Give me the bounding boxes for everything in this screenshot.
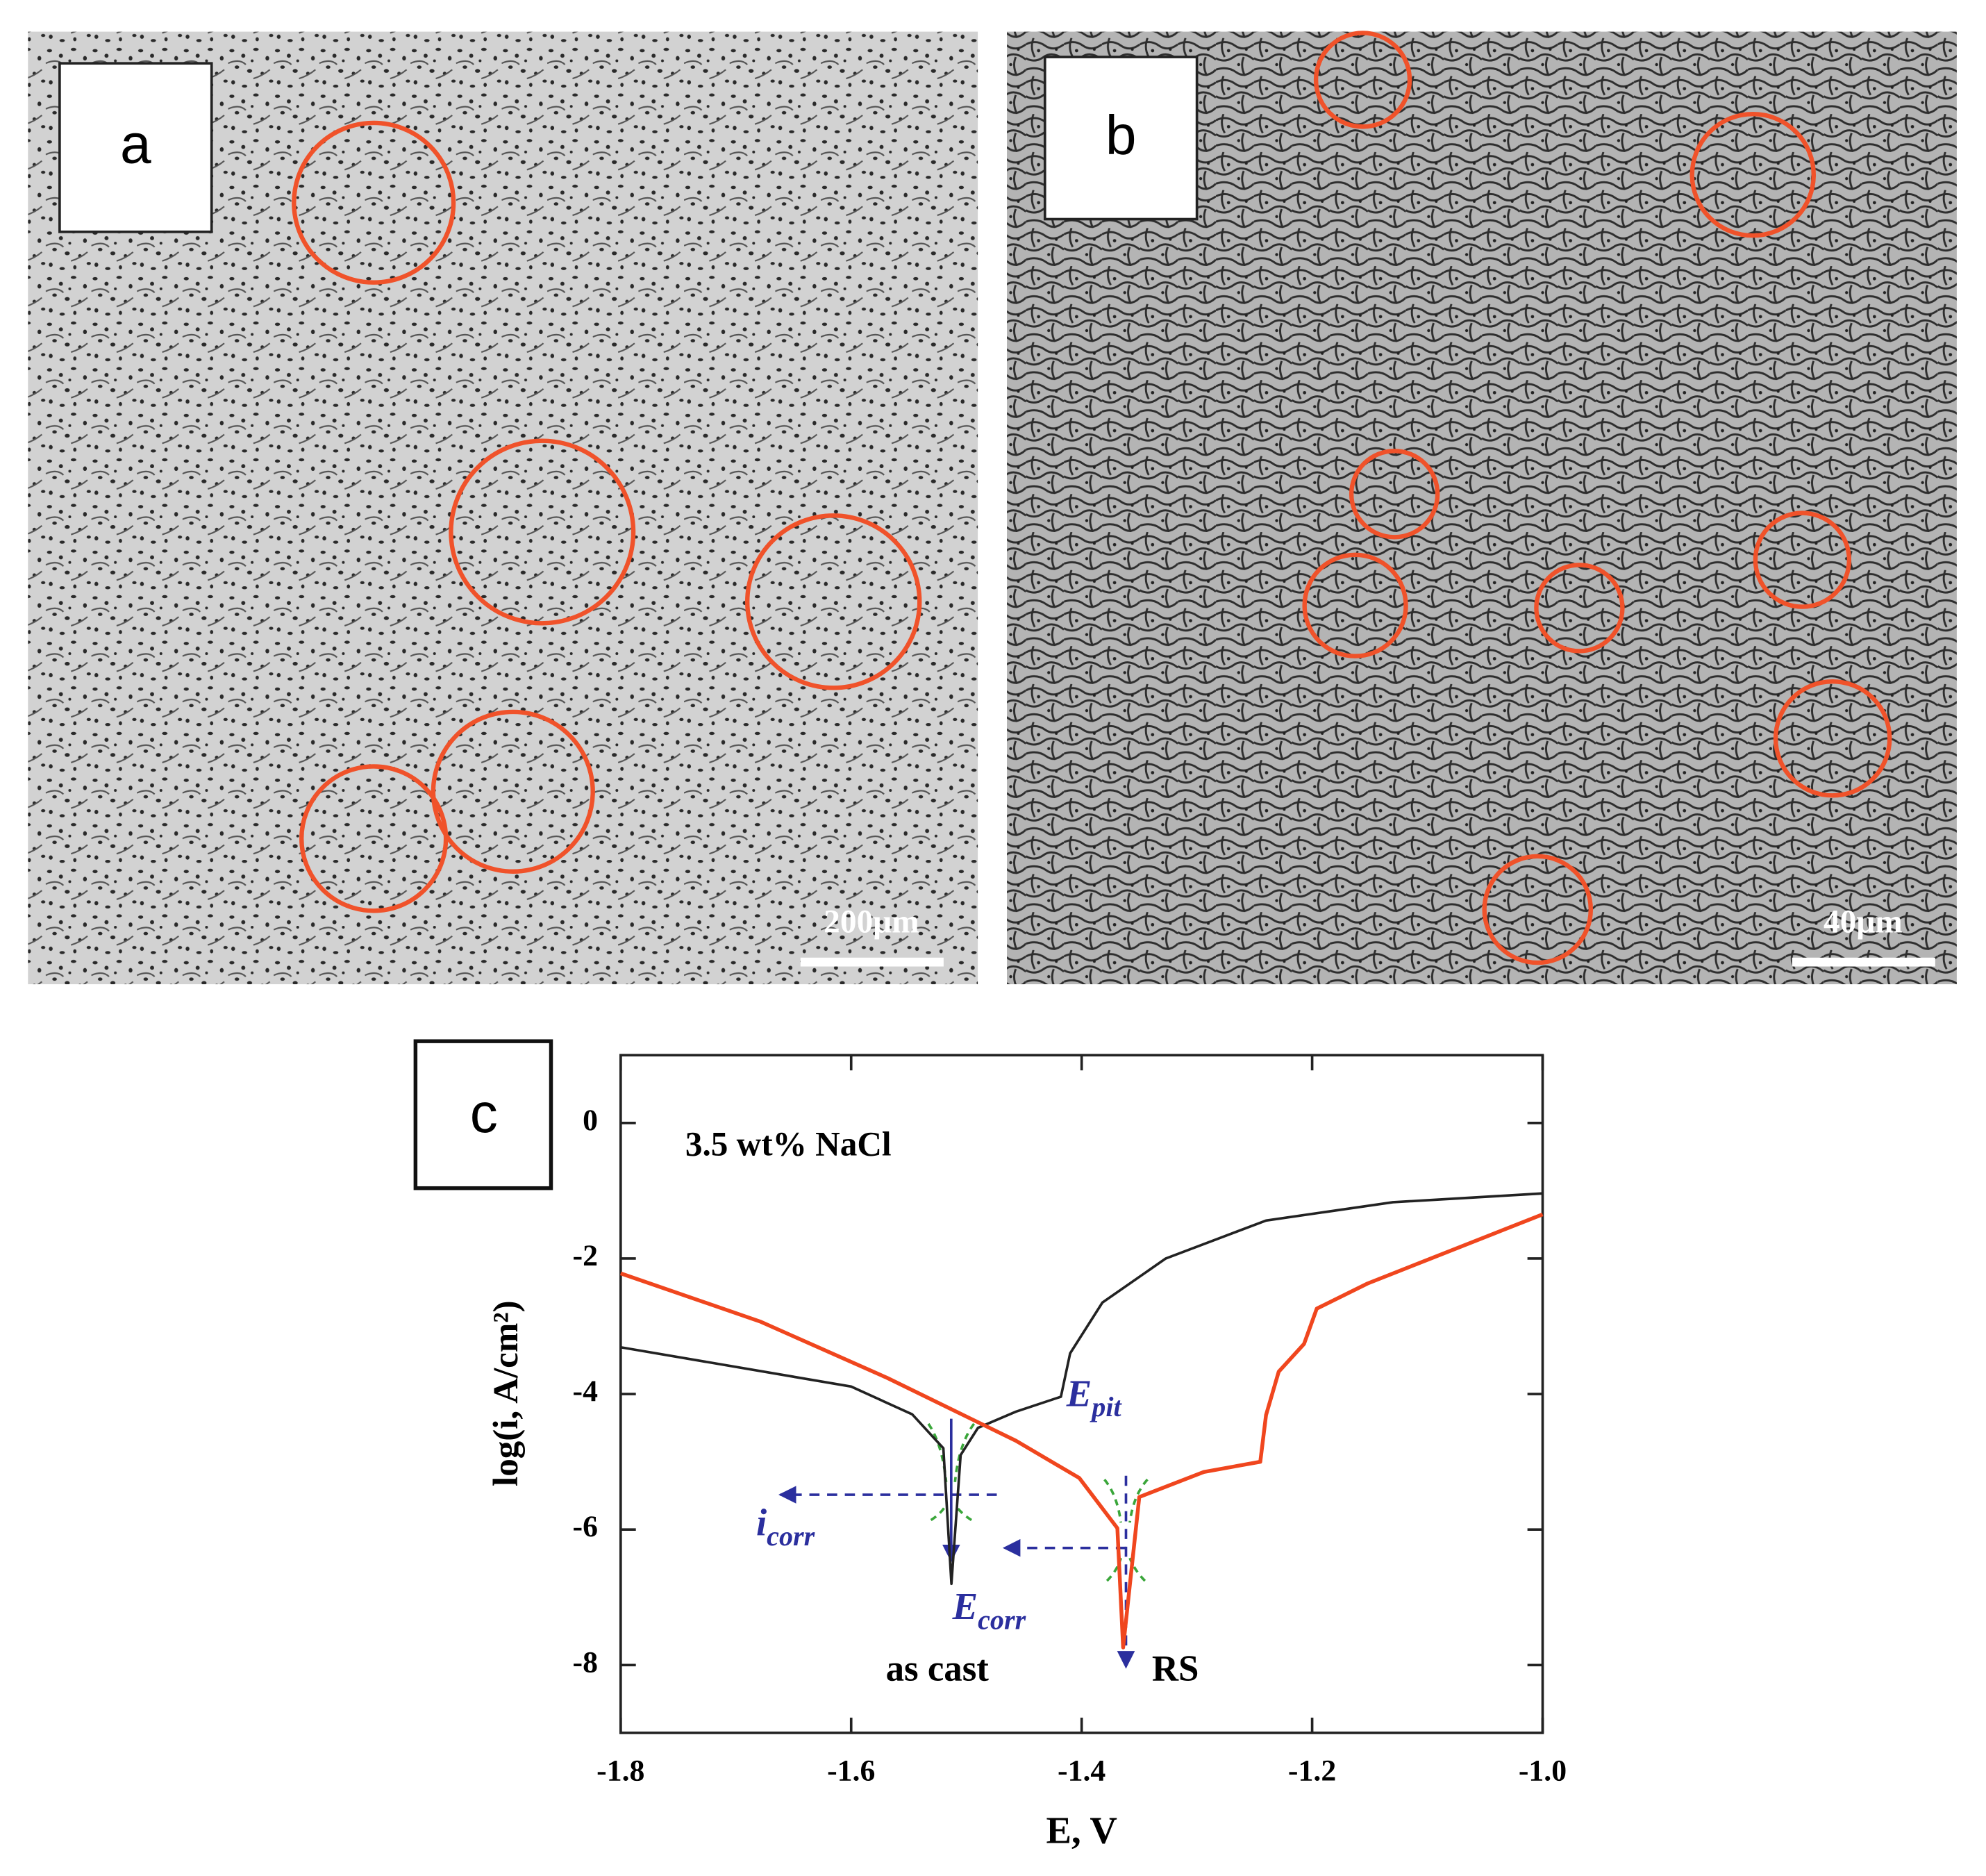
y-tick-label: -6	[573, 1510, 598, 1543]
series-line	[620, 1192, 1543, 1586]
annotation: Epit	[1066, 1372, 1123, 1422]
x-tick-label: -1.4	[1058, 1754, 1105, 1787]
x-tick-label: -1.8	[596, 1754, 644, 1787]
x-axis-label: E, V	[1046, 1809, 1117, 1851]
panel-label: c	[470, 1082, 498, 1145]
panel-label: b	[1105, 104, 1137, 167]
annotation-sub: pit	[1090, 1391, 1122, 1422]
y-axis-label: log(i, A/cm²)	[486, 1300, 526, 1486]
x-tick-label: -1.0	[1519, 1754, 1567, 1787]
panel-label: a	[120, 113, 151, 176]
annotation-main: E	[952, 1585, 978, 1627]
y-tick-label: 0	[583, 1104, 598, 1137]
x-tick-label: -1.6	[827, 1754, 875, 1787]
annotation: 3.5 wt% NaCl	[685, 1125, 892, 1163]
annotation-main: i	[756, 1501, 767, 1543]
y-tick-label: -8	[573, 1645, 598, 1679]
y-tick-label: -4	[573, 1375, 599, 1408]
annotation-arrows	[778, 1418, 1149, 1669]
x-tick-label: -1.2	[1288, 1754, 1336, 1787]
y-tick-label: -2	[573, 1239, 598, 1272]
series-label: RS	[1152, 1649, 1199, 1689]
scale-bar	[800, 957, 944, 967]
annotation-sub: corr	[978, 1604, 1026, 1635]
chart: 3.5 wt% NaCl E, V log(i, A/cm²) as cast …	[486, 1054, 1567, 1851]
annotation-sub: corr	[767, 1520, 815, 1552]
micrograph-b: b 40μm	[1007, 31, 1957, 985]
scale-bar	[1792, 957, 1935, 967]
annotation-main: E	[1066, 1372, 1092, 1414]
micrograph-a: a 200μm	[28, 31, 978, 985]
series-line	[619, 1212, 1544, 1650]
annotation: Ecorr	[952, 1585, 1026, 1636]
series-label: as cast	[886, 1649, 990, 1689]
scale-bar-label: 200μm	[824, 904, 919, 940]
scale-bar-label: 40μm	[1824, 904, 1903, 940]
annotation: icorr	[756, 1501, 815, 1552]
